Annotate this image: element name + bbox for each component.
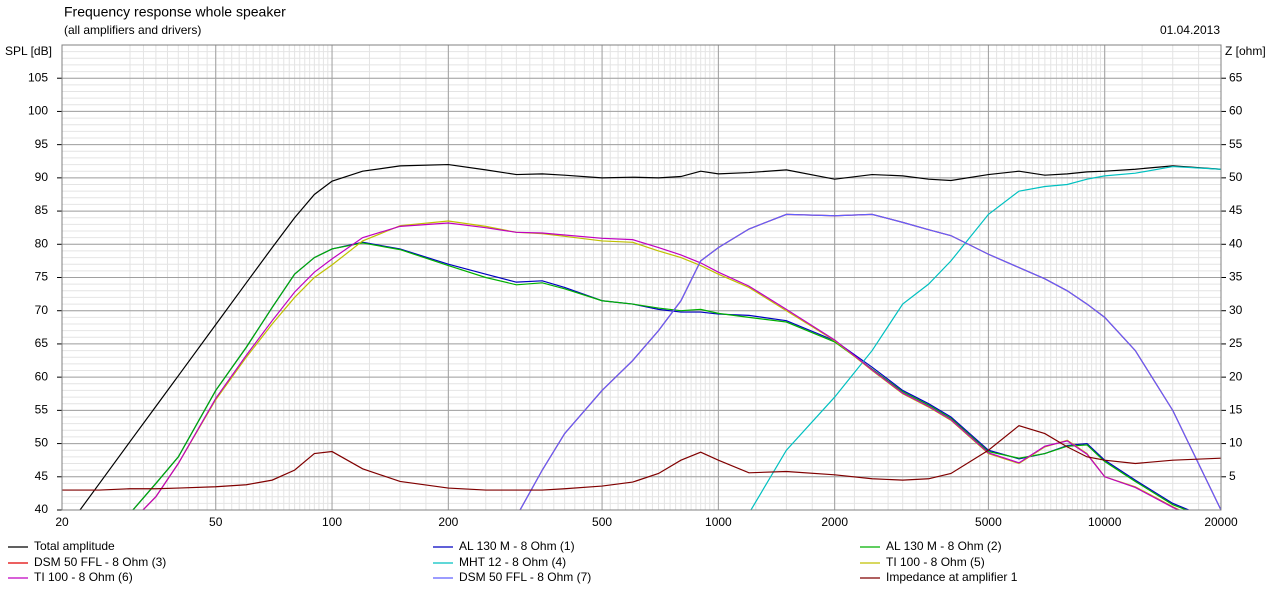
legend-label: MHT 12 - 8 Ohm (4) (459, 555, 566, 569)
series-line (142, 222, 1180, 510)
y-tick-label: 70 (35, 303, 49, 317)
y2-tick-label: 60 (1229, 104, 1243, 118)
y-tick-label: 105 (28, 70, 48, 84)
y-axis-label: SPL [dB] (5, 44, 52, 58)
chart-title: Frequency response whole speaker (64, 4, 286, 20)
y-tick-label: 50 (35, 436, 49, 450)
chart-subtitle: (all amplifiers and drivers) (64, 23, 201, 37)
series-line (62, 424, 1221, 491)
legend-label: DSM 50 FFL - 8 Ohm (3) (34, 555, 166, 569)
y2-tick-label: 50 (1229, 170, 1243, 184)
y2-tick-label: 25 (1229, 336, 1243, 350)
y2-tick-label: 45 (1229, 203, 1243, 217)
legend-label: Total amplitude (34, 539, 115, 553)
y2-tick-label: 40 (1229, 236, 1243, 250)
y-tick-label: 45 (35, 469, 49, 483)
y-tick-label: 90 (35, 170, 49, 184)
y-tick-label: 55 (35, 403, 49, 417)
y2-tick-label: 55 (1229, 137, 1243, 151)
series-line (750, 165, 1221, 510)
y-tick-label: 40 (35, 502, 49, 516)
x-tick-label: 200 (438, 515, 458, 529)
y-tick-label: 65 (35, 336, 49, 350)
y-tick-label: 75 (35, 270, 49, 284)
x-tick-label: 10000 (1088, 515, 1122, 529)
x-tick-label: 5000 (975, 515, 1002, 529)
series-line (519, 213, 1221, 510)
x-tick-label: 500 (592, 515, 612, 529)
y2-tick-label: 30 (1229, 303, 1243, 317)
y2-tick-label: 35 (1229, 270, 1243, 284)
y2-tick-label: 20 (1229, 369, 1243, 383)
y-tick-label: 95 (35, 137, 49, 151)
legend-label: AL 130 M - 8 Ohm (2) (886, 539, 1002, 553)
series-line (132, 241, 1191, 510)
series-line (79, 163, 1221, 510)
x-tick-label: 20000 (1204, 515, 1238, 529)
legend-label: AL 130 M - 8 Ohm (1) (459, 539, 575, 553)
plot-border (61, 44, 1222, 511)
legend-label: DSM 50 FFL - 8 Ohm (7) (459, 570, 591, 584)
x-tick-label: 50 (209, 515, 223, 529)
y2-tick-label: 5 (1229, 469, 1236, 483)
x-tick-label: 2000 (821, 515, 848, 529)
x-tick-label: 1000 (705, 515, 732, 529)
plot-lines (62, 163, 1221, 510)
y-tick-label: 60 (35, 369, 49, 383)
y2-tick-label: 15 (1229, 403, 1243, 417)
series-line (142, 220, 1182, 510)
y2-axis-label: Z [ohm] (1225, 44, 1266, 58)
series-line (132, 242, 1189, 510)
x-tick-label: 20 (55, 515, 69, 529)
legend-label: Impedance at amplifier 1 (886, 570, 1018, 584)
y2-tick-label: 10 (1229, 436, 1243, 450)
legend-label: TI 100 - 8 Ohm (5) (886, 555, 985, 569)
chart-date: 01.04.2013 (1160, 23, 1220, 37)
y2-tick-label: 65 (1229, 70, 1243, 84)
y-tick-label: 80 (35, 236, 49, 250)
y-tick-label: 100 (28, 104, 48, 118)
x-tick-label: 100 (322, 515, 342, 529)
y-tick-label: 85 (35, 203, 49, 217)
legend-label: TI 100 - 8 Ohm (6) (34, 570, 133, 584)
